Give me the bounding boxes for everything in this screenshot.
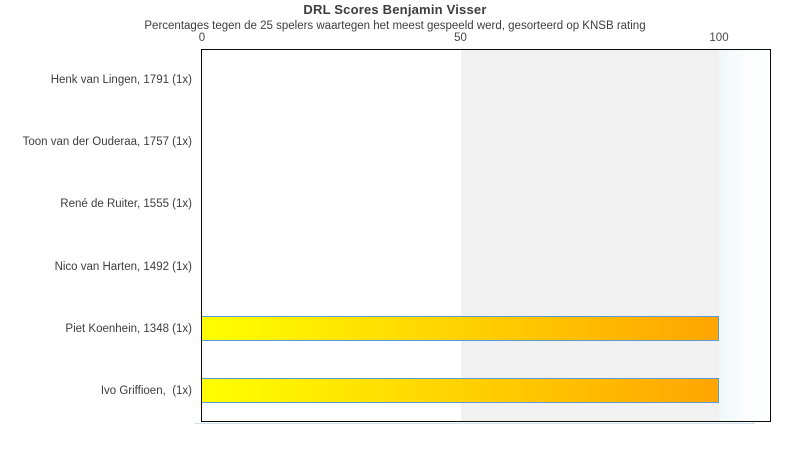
y-axis-label: Henk van Lingen, 1791 (1x): [50, 74, 192, 87]
y-axis-label: Ivo Griffioen, (1x): [100, 384, 192, 397]
y-axis-labels: Henk van Lingen, 1791 (1x) Toon van der O…: [0, 49, 192, 422]
bar-row: [202, 297, 770, 359]
bar-row: [202, 359, 770, 421]
chart-subtitle: Percentages tegen de 25 spelers waartege…: [144, 20, 646, 32]
bar-row: [202, 174, 770, 236]
bar-row: [202, 50, 770, 112]
bar: [202, 315, 719, 341]
x-axis-ticks: 0 50 100: [0, 32, 790, 47]
bar-row: [202, 235, 770, 297]
x-tick-label: 50: [454, 32, 467, 44]
y-axis-label: Nico van Harten, 1492 (1x): [54, 260, 192, 273]
shaded-band: [460, 50, 719, 421]
x-tick-label: 100: [709, 32, 729, 44]
plot-area: [201, 49, 771, 422]
plot-bottom-shadow: [195, 423, 755, 424]
bars-layer: [202, 50, 770, 421]
x-tick-label: 0: [198, 32, 206, 44]
y-axis-label: Piet Koenhein, 1348 (1x): [65, 322, 192, 335]
right-fade-strip: [719, 50, 770, 421]
bar: [202, 377, 719, 403]
chart-title: DRL Scores Benjamin Visser: [303, 2, 487, 17]
y-axis-label: Toon van der Ouderaa, 1757 (1x): [22, 136, 192, 149]
y-axis-label: René de Ruiter, 1555 (1x): [60, 198, 192, 211]
bar-row: [202, 112, 770, 174]
